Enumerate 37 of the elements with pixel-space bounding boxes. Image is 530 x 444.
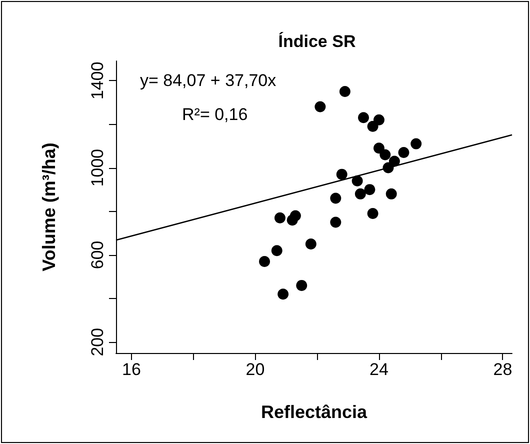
x-tick-label: 20	[246, 360, 265, 379]
point	[354, 188, 366, 200]
y-tick-label: 1400	[88, 62, 107, 100]
point	[274, 212, 286, 224]
x-tick-label: 16	[122, 360, 141, 379]
point	[330, 192, 342, 204]
point	[364, 184, 376, 196]
x-tick-label: 24	[370, 360, 388, 379]
point	[339, 86, 350, 98]
point	[373, 114, 384, 126]
point	[367, 208, 378, 220]
point	[398, 147, 410, 158]
point	[259, 256, 270, 267]
point	[352, 175, 363, 186]
point	[305, 238, 316, 250]
point	[373, 142, 384, 154]
y-axis-title: Volume (m³/ha)	[39, 142, 59, 272]
point	[278, 288, 289, 300]
x-axis-title: Reflectância	[260, 402, 368, 422]
point	[410, 138, 422, 150]
x-tick-label: 28	[493, 360, 512, 379]
chart-title: Índice SR	[278, 31, 356, 51]
y-tick-label: 200	[88, 328, 107, 356]
y-tick-label: 600	[88, 240, 107, 270]
point	[336, 168, 348, 180]
annotation: R²= 0,16	[182, 105, 248, 124]
point	[314, 101, 326, 112]
point	[290, 210, 301, 222]
point	[271, 245, 282, 256]
point	[367, 120, 378, 132]
annotation: y= 84,07 + 37,70x	[140, 71, 277, 90]
point	[358, 112, 369, 124]
point	[330, 216, 342, 228]
point	[380, 149, 391, 160]
y-tick-label: 1000	[88, 148, 107, 187]
point	[386, 188, 397, 200]
point	[296, 280, 308, 291]
